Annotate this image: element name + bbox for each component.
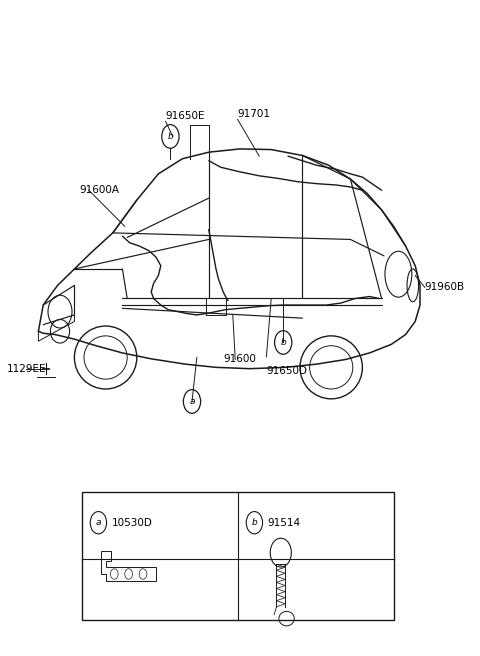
Text: b: b (168, 132, 173, 141)
Bar (206, 298, 226, 315)
Text: b: b (280, 338, 286, 347)
Text: 91600: 91600 (223, 354, 256, 365)
Text: 91514: 91514 (268, 518, 301, 527)
Text: 91960B: 91960B (425, 282, 465, 293)
Text: 91701: 91701 (238, 110, 271, 119)
Text: 91650D: 91650D (266, 365, 307, 376)
Text: 1129EE: 1129EE (7, 363, 47, 374)
Text: 10530D: 10530D (112, 518, 153, 527)
Text: 91600A: 91600A (79, 185, 119, 195)
Text: a: a (189, 397, 195, 406)
Text: a: a (96, 518, 101, 527)
Text: b: b (252, 518, 257, 527)
Bar (82, 492, 394, 620)
Text: 91650E: 91650E (166, 112, 205, 121)
